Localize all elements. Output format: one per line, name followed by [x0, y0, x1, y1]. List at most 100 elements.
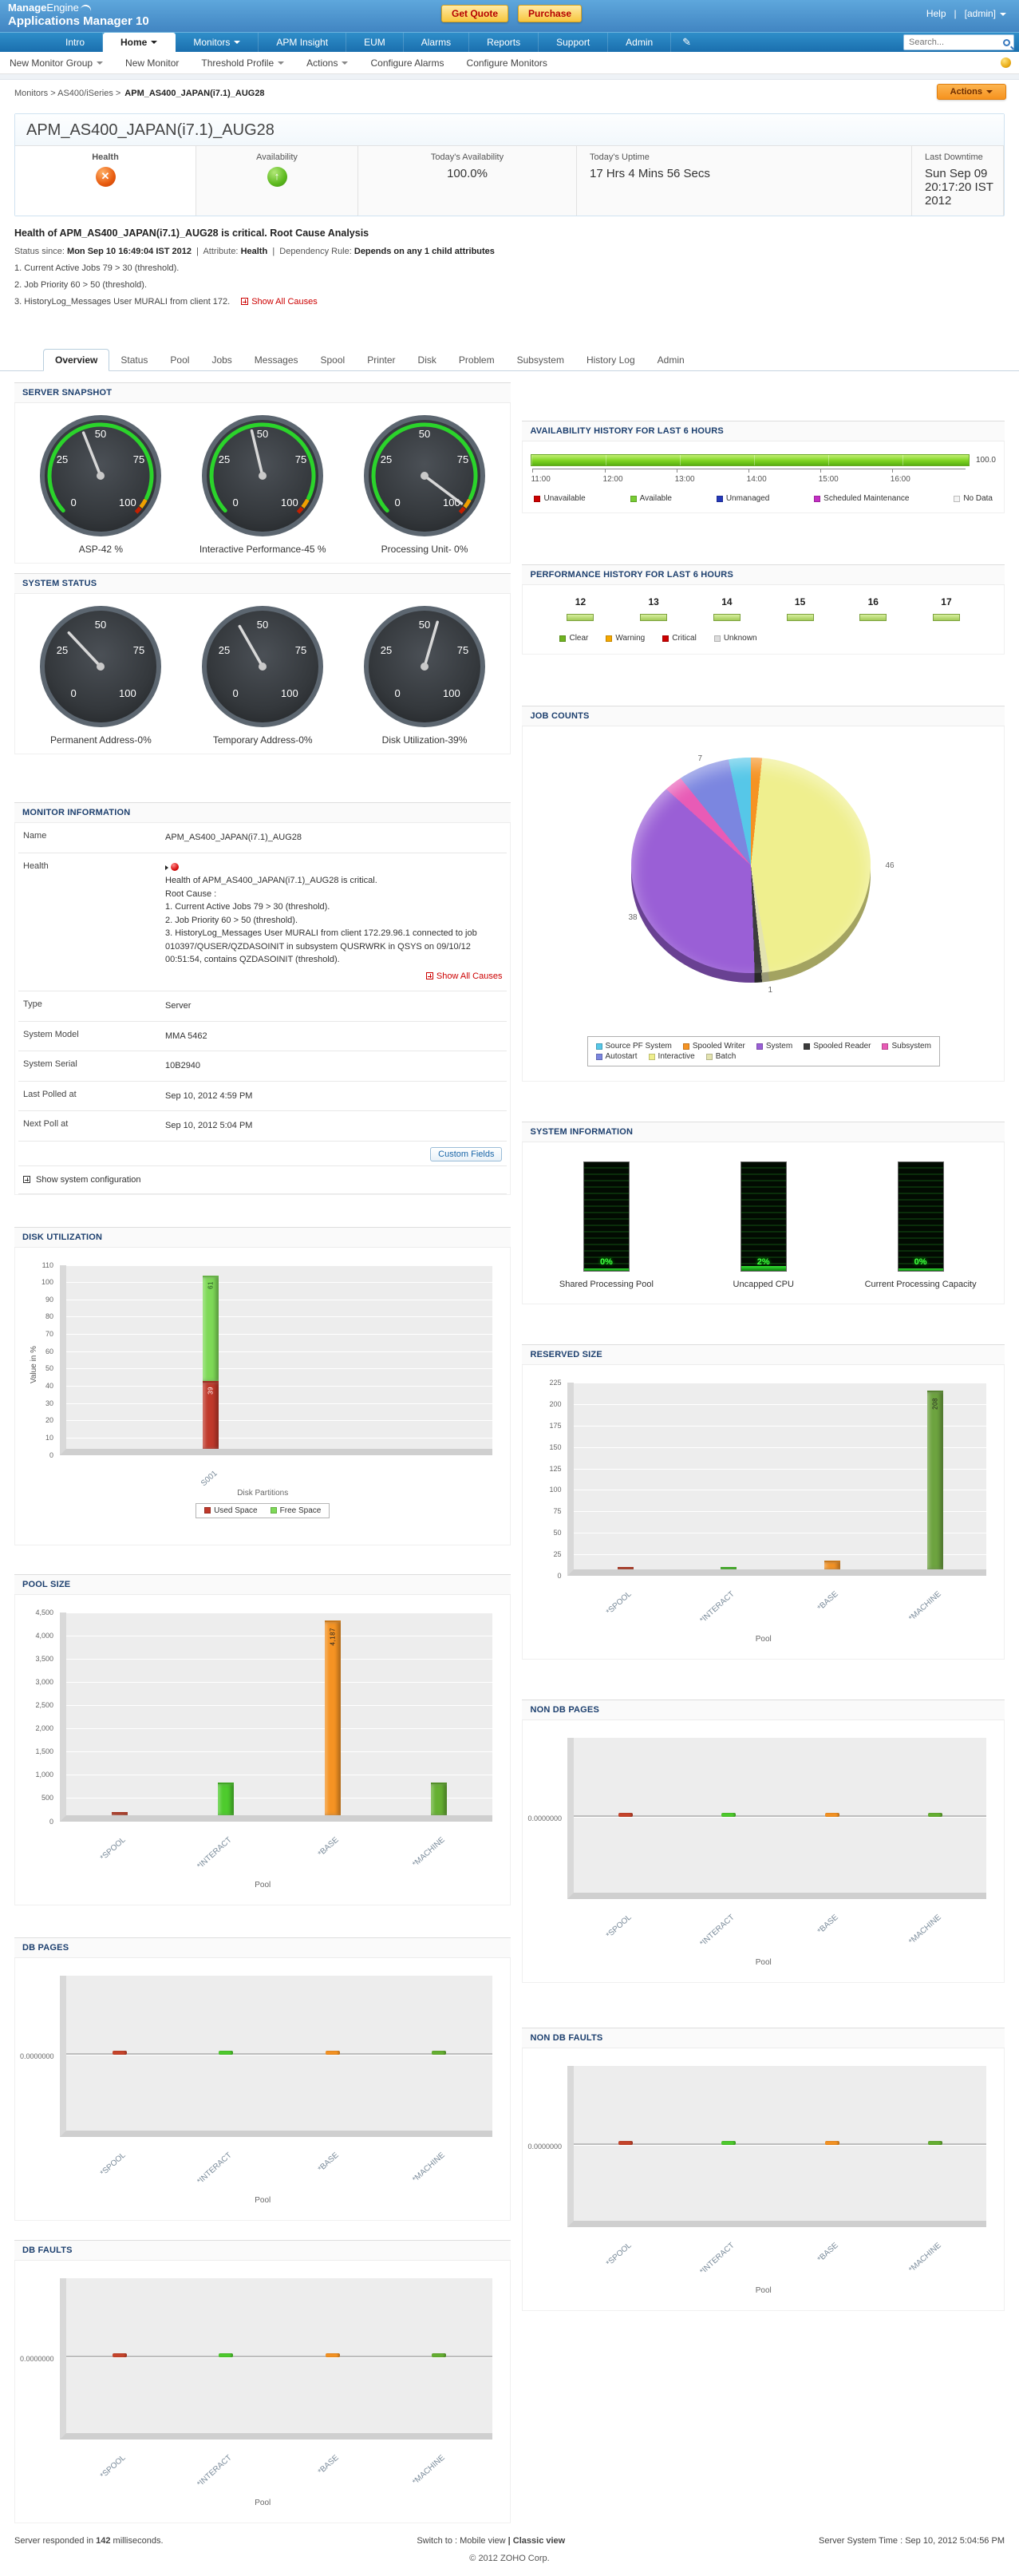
footer-response-time: Server responded in 142 milliseconds. [14, 2535, 164, 2546]
axis-tick: 0.0000000 [527, 2143, 563, 2151]
bar: 4,187 [324, 1620, 341, 1815]
subnav-item-new-monitor[interactable]: New Monitor [125, 57, 179, 69]
gauge: 0 25 50 75 100 Permanent Address-0% [21, 605, 181, 746]
led-value: 0% [914, 1257, 927, 1267]
brand-logo[interactable]: ManageEngine Applications Manager 10 [8, 2, 149, 30]
search-box [903, 34, 1014, 50]
chart-legend: Unavailable Available Unmanaged Scheduled M… [527, 489, 999, 505]
axis-tick: 225 [549, 1379, 562, 1387]
subnav-item-configure-alarms[interactable]: Configure Alarms [370, 57, 444, 69]
purchase-button[interactable]: Purchase [518, 5, 583, 22]
nav-tab-support[interactable]: Support [539, 33, 609, 52]
subnav-item-label: New Monitor Group [10, 57, 93, 69]
subnav-item-configure-monitors[interactable]: Configure Monitors [467, 57, 547, 69]
tab-subsystem[interactable]: Subsystem [516, 354, 564, 366]
nav-tab-label: Intro [65, 37, 85, 48]
tab-problem[interactable]: Problem [458, 354, 495, 366]
category-label: *BASE [316, 2150, 341, 2174]
health-detail-line: 1. Current Active Jobs 79 > 30 (threshol… [165, 902, 330, 912]
show-all-causes-link[interactable]: Show All Causes [165, 970, 502, 983]
quick-link-icon[interactable] [1001, 57, 1011, 68]
chevron-down-icon [1000, 12, 1006, 16]
nav-tab-eum[interactable]: EUM [346, 33, 404, 52]
chart-non-db-faults: 0.0000000 *SPOOL *INTERACT *BASE *MACHINE Poo… [527, 2056, 999, 2302]
stat-value: 100.0% [447, 167, 488, 180]
status-bar [640, 614, 668, 621]
breadcrumb-current: APM_AS400_JAPAN(i7.1)_AUG28 [124, 89, 265, 98]
section-header: SYSTEM INFORMATION [522, 1122, 1005, 1142]
panel-disk-utilization: DISK UTILIZATION 39 61 0 10 20 30 40 50 60 70 80 90… [14, 1226, 511, 1545]
zero-marker [824, 1813, 839, 1817]
nav-tab-reports[interactable]: Reports [469, 33, 539, 52]
tab-status[interactable]: Status [120, 354, 148, 366]
info-row: Type Server [18, 991, 508, 1022]
zero-axis [66, 2355, 493, 2357]
nav-tab-home[interactable]: Home [103, 33, 176, 52]
category-label: *SPOOL [98, 2150, 128, 2178]
subnav-item-threshold-profile[interactable]: Threshold Profile [201, 57, 285, 69]
led-label: Shared Processing Pool [559, 1280, 654, 1289]
nav-tab-admin[interactable]: Admin [608, 33, 672, 52]
show-system-configuration-toggle[interactable]: Show system configuration [18, 1166, 508, 1194]
zero-marker [927, 2141, 942, 2145]
tab-jobs[interactable]: Jobs [211, 354, 232, 366]
stat-cell-today-s-uptime: Today's Uptime 17 Hrs 4 Mins 56 Secs [577, 146, 912, 216]
gauge-dial: 0 25 50 75 100 [364, 415, 486, 536]
panel-pool-size: POOL SIZE 4,187 0 500 1,000 1,500 2,000 2,500 3… [14, 1573, 511, 1905]
gauge-dial: 0 25 50 75 100 [202, 415, 324, 536]
health-detail-line: Health of APM_AS400_JAPAN(i7.1)_AUG28 is… [165, 876, 377, 885]
svg-text:50: 50 [419, 619, 430, 631]
tab-spool[interactable]: Spool [320, 354, 346, 366]
x-axis-title: Pool [755, 1635, 772, 1644]
tab-overview[interactable]: Overview [43, 349, 110, 371]
switch-classic-view-link[interactable]: Classic view [512, 2535, 566, 2546]
health-detail-line: 2. Job Priority 60 > 50 (threshold). [165, 915, 298, 925]
legend-item: Autostart [595, 1052, 638, 1061]
legend-item: Clear [559, 634, 588, 643]
nav-tab-alarms[interactable]: Alarms [404, 33, 470, 52]
nav-tab-intro[interactable]: Intro [48, 33, 104, 52]
category-label: *INTERACT [196, 1834, 234, 1871]
search-input[interactable] [907, 36, 1001, 49]
tab-history-log[interactable]: History Log [586, 354, 635, 366]
stat-cell-health[interactable]: Health ✕ [15, 146, 196, 216]
custom-fields-button[interactable]: Custom Fields [430, 1146, 503, 1161]
svg-text:25: 25 [381, 644, 392, 656]
stat-cell-availability[interactable]: Availability ↑ [196, 146, 358, 216]
tab-printer[interactable]: Printer [367, 354, 396, 366]
x-axis-title: Pool [255, 2195, 271, 2205]
help-link[interactable]: Help [926, 8, 946, 19]
zero-marker [824, 2141, 839, 2145]
nav-tab-apm-insight[interactable]: APM Insight [259, 33, 347, 52]
show-all-causes-link[interactable]: Show All Causes [241, 297, 318, 307]
hour-column: 14 [703, 596, 751, 621]
zero-marker [618, 1813, 634, 1817]
svg-text:100: 100 [281, 687, 298, 699]
led-value: 2% [756, 1257, 770, 1267]
switch-mobile-view-link[interactable]: Mobile view [460, 2535, 506, 2546]
bar: 208 [926, 1391, 943, 1569]
breadcrumb-trail[interactable]: Monitors > AS400/iSeries > [14, 89, 121, 98]
monitor-stats-row: Health ✕ Availability ↑ Today's Availability… [15, 145, 1004, 216]
hour-column: 13 [630, 596, 677, 621]
chart-legend: Source PF System Spooled Writer System Spoo… [587, 1036, 940, 1066]
category-label: *SPOOL [98, 2452, 128, 2480]
get-quote-button[interactable]: Get Quote [441, 5, 509, 22]
admin-menu[interactable]: [admin] [965, 8, 1006, 19]
section-header: MONITOR INFORMATION [14, 802, 511, 823]
nav-tab-label: Admin [626, 37, 654, 48]
subnav-item-actions[interactable]: Actions [306, 57, 349, 69]
section-header: AVAILABILITY HISTORY FOR LAST 6 HOURS [522, 421, 1005, 441]
tab-disk[interactable]: Disk [417, 354, 436, 366]
actions-button[interactable]: Actions [936, 84, 1006, 100]
subnav-item-new-monitor-group[interactable]: New Monitor Group [10, 57, 104, 69]
nav-tab-monitors[interactable]: Monitors [176, 33, 259, 52]
edit-icon[interactable]: ✎ [682, 36, 692, 48]
zero-axis [574, 1815, 986, 1817]
section-header: NON DB PAGES [522, 1700, 1005, 1720]
tab-messages[interactable]: Messages [254, 354, 298, 366]
tab-admin[interactable]: Admin [657, 354, 685, 366]
axis-tick: 50 [45, 1364, 53, 1373]
search-icon[interactable] [1003, 38, 1010, 46]
tab-pool[interactable]: Pool [170, 354, 190, 366]
